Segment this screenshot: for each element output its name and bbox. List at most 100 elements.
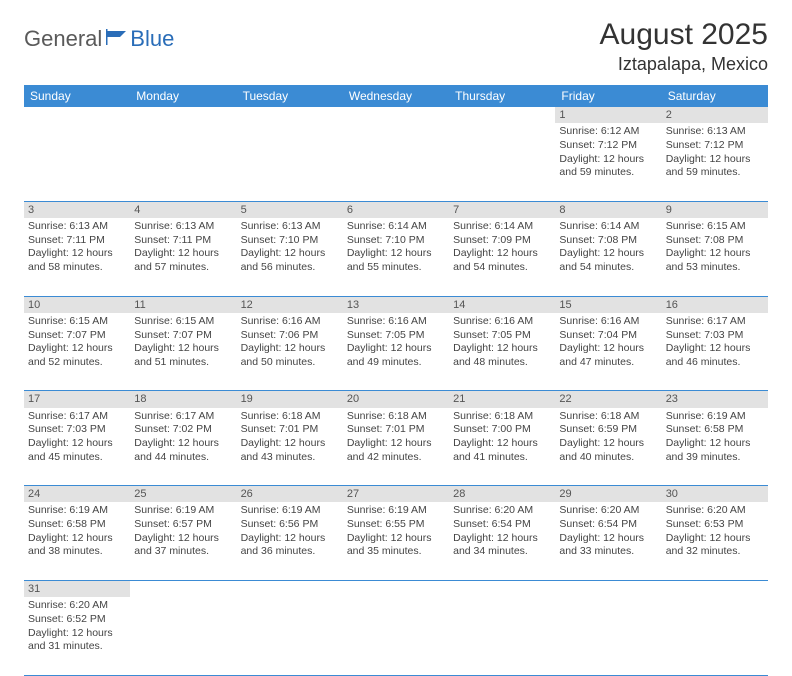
sunrise-text: Sunrise: 6:14 AM bbox=[559, 220, 657, 234]
daylight-text: Daylight: 12 hours bbox=[559, 153, 657, 167]
sunset-text: Sunset: 6:57 PM bbox=[134, 518, 232, 532]
daylight-text: and 53 minutes. bbox=[666, 261, 764, 275]
daylight-text: Daylight: 12 hours bbox=[28, 627, 126, 641]
sunset-text: Sunset: 6:52 PM bbox=[28, 613, 126, 627]
day-cell: Sunrise: 6:12 AMSunset: 7:12 PMDaylight:… bbox=[555, 123, 661, 201]
page-title: August 2025 bbox=[600, 18, 768, 52]
daylight-text: and 42 minutes. bbox=[347, 451, 445, 465]
sunset-text: Sunset: 7:12 PM bbox=[559, 139, 657, 153]
daylight-text: Daylight: 12 hours bbox=[666, 153, 764, 167]
day-cell bbox=[24, 123, 130, 201]
weekday-header: Friday bbox=[555, 85, 661, 107]
day-cell bbox=[130, 123, 236, 201]
day-cell: Sunrise: 6:20 AMSunset: 6:53 PMDaylight:… bbox=[662, 502, 768, 580]
day-number-cell: 8 bbox=[555, 201, 661, 218]
logo-text-2: Blue bbox=[130, 26, 174, 52]
day-number-cell: 6 bbox=[343, 201, 449, 218]
daylight-text: Daylight: 12 hours bbox=[559, 532, 657, 546]
logo-text-1: General bbox=[24, 26, 102, 52]
sunrise-text: Sunrise: 6:13 AM bbox=[241, 220, 339, 234]
day-number-cell: 3 bbox=[24, 201, 130, 218]
daylight-text: and 59 minutes. bbox=[559, 166, 657, 180]
day-cell: Sunrise: 6:16 AMSunset: 7:06 PMDaylight:… bbox=[237, 313, 343, 391]
sunset-text: Sunset: 6:58 PM bbox=[666, 423, 764, 437]
daylight-text: Daylight: 12 hours bbox=[453, 247, 551, 261]
day-cell bbox=[662, 597, 768, 675]
day-cell bbox=[237, 123, 343, 201]
sunset-text: Sunset: 7:10 PM bbox=[241, 234, 339, 248]
day-cell bbox=[449, 123, 555, 201]
daylight-text: and 31 minutes. bbox=[28, 640, 126, 654]
day-cell: Sunrise: 6:18 AMSunset: 7:00 PMDaylight:… bbox=[449, 408, 555, 486]
day-number-cell: 27 bbox=[343, 486, 449, 503]
daylight-text: and 32 minutes. bbox=[666, 545, 764, 559]
daylight-text: and 59 minutes. bbox=[666, 166, 764, 180]
day-number-cell: 31 bbox=[24, 580, 130, 597]
sunrise-text: Sunrise: 6:15 AM bbox=[28, 315, 126, 329]
day-cell: Sunrise: 6:15 AMSunset: 7:07 PMDaylight:… bbox=[24, 313, 130, 391]
day-cell bbox=[237, 597, 343, 675]
day-cell bbox=[555, 597, 661, 675]
location: Iztapalapa, Mexico bbox=[600, 54, 768, 75]
daylight-text: Daylight: 12 hours bbox=[347, 247, 445, 261]
sunrise-text: Sunrise: 6:13 AM bbox=[666, 125, 764, 139]
sunset-text: Sunset: 7:03 PM bbox=[28, 423, 126, 437]
daylight-text: Daylight: 12 hours bbox=[241, 342, 339, 356]
day-number-cell bbox=[343, 580, 449, 597]
daylight-text: and 46 minutes. bbox=[666, 356, 764, 370]
day-cell: Sunrise: 6:13 AMSunset: 7:10 PMDaylight:… bbox=[237, 218, 343, 296]
day-cell: Sunrise: 6:19 AMSunset: 6:55 PMDaylight:… bbox=[343, 502, 449, 580]
daylight-text: and 58 minutes. bbox=[28, 261, 126, 275]
day-cell: Sunrise: 6:17 AMSunset: 7:03 PMDaylight:… bbox=[24, 408, 130, 486]
day-cell: Sunrise: 6:20 AMSunset: 6:52 PMDaylight:… bbox=[24, 597, 130, 675]
day-number-cell: 28 bbox=[449, 486, 555, 503]
sunset-text: Sunset: 7:05 PM bbox=[347, 329, 445, 343]
day-cell: Sunrise: 6:19 AMSunset: 6:56 PMDaylight:… bbox=[237, 502, 343, 580]
sunrise-text: Sunrise: 6:14 AM bbox=[453, 220, 551, 234]
sunrise-text: Sunrise: 6:19 AM bbox=[134, 504, 232, 518]
logo: General Blue bbox=[24, 26, 174, 52]
day-number-cell bbox=[662, 580, 768, 597]
day-cell: Sunrise: 6:19 AMSunset: 6:58 PMDaylight:… bbox=[662, 408, 768, 486]
sunset-text: Sunset: 7:02 PM bbox=[134, 423, 232, 437]
daylight-text: and 55 minutes. bbox=[347, 261, 445, 275]
week-row: Sunrise: 6:15 AMSunset: 7:07 PM Daylight:… bbox=[24, 313, 768, 391]
day-number-cell bbox=[449, 580, 555, 597]
sunset-text: Sunset: 7:10 PM bbox=[347, 234, 445, 248]
daylight-text: and 39 minutes. bbox=[666, 451, 764, 465]
daynum-row: 31 bbox=[24, 580, 768, 597]
day-cell: Sunrise: 6:19 AMSunset: 6:58 PMDaylight:… bbox=[24, 502, 130, 580]
daylight-text: and 41 minutes. bbox=[453, 451, 551, 465]
daylight-text: and 35 minutes. bbox=[347, 545, 445, 559]
day-cell: Sunrise: 6:14 AMSunset: 7:08 PMDaylight:… bbox=[555, 218, 661, 296]
sunset-text: Sunset: 7:07 PM bbox=[28, 329, 126, 343]
weekday-header: Sunday bbox=[24, 85, 130, 107]
daylight-text: Daylight: 12 hours bbox=[28, 437, 126, 451]
daylight-text: and 40 minutes. bbox=[559, 451, 657, 465]
day-number-cell: 20 bbox=[343, 391, 449, 408]
daylight-text: Daylight: 12 hours bbox=[453, 342, 551, 356]
day-number-cell: 23 bbox=[662, 391, 768, 408]
title-block: August 2025 Iztapalapa, Mexico bbox=[600, 18, 768, 75]
day-number-cell: 7 bbox=[449, 201, 555, 218]
daylight-text: and 54 minutes. bbox=[559, 261, 657, 275]
daylight-text: and 47 minutes. bbox=[559, 356, 657, 370]
sunset-text: Sunset: 6:54 PM bbox=[453, 518, 551, 532]
day-cell: Sunrise: 6:15 AMSunset: 7:07 PMDaylight:… bbox=[130, 313, 236, 391]
sunrise-text: Sunrise: 6:16 AM bbox=[241, 315, 339, 329]
day-cell: Sunrise: 6:17 AMSunset: 7:02 PMDaylight:… bbox=[130, 408, 236, 486]
weekday-header: Monday bbox=[130, 85, 236, 107]
sunrise-text: Sunrise: 6:20 AM bbox=[453, 504, 551, 518]
sunset-text: Sunset: 7:06 PM bbox=[241, 329, 339, 343]
daylight-text: Daylight: 12 hours bbox=[134, 247, 232, 261]
day-number-cell bbox=[343, 107, 449, 123]
week-row: Sunrise: 6:19 AMSunset: 6:58 PMDaylight:… bbox=[24, 502, 768, 580]
sunrise-text: Sunrise: 6:20 AM bbox=[559, 504, 657, 518]
sunrise-text: Sunrise: 6:16 AM bbox=[559, 315, 657, 329]
calendar-table: Sunday Monday Tuesday Wednesday Thursday… bbox=[24, 85, 768, 676]
day-number-cell: 13 bbox=[343, 296, 449, 313]
daylight-text: and 43 minutes. bbox=[241, 451, 339, 465]
day-number-cell bbox=[449, 107, 555, 123]
day-number-cell: 24 bbox=[24, 486, 130, 503]
day-number-cell: 4 bbox=[130, 201, 236, 218]
